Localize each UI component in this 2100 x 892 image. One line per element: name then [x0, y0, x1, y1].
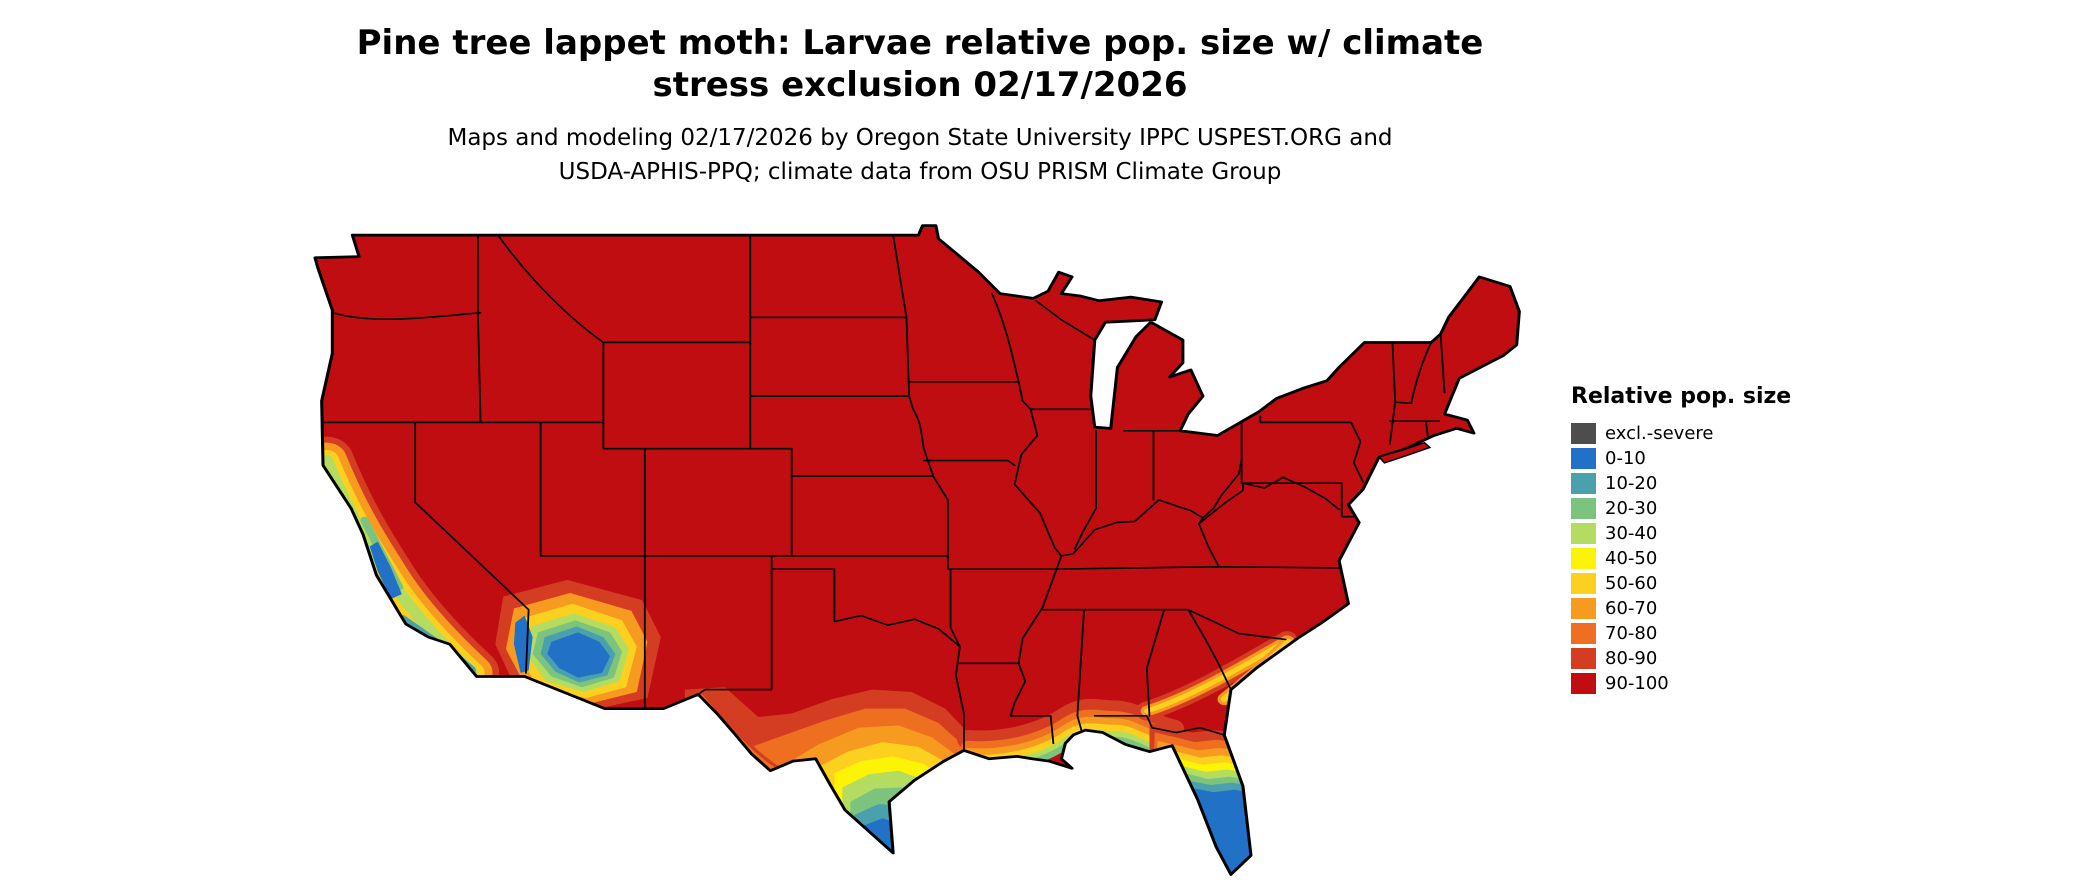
- legend-label: 40-50: [1605, 548, 1658, 569]
- long-island: [1377, 441, 1432, 464]
- legend-row: 30-40: [1571, 521, 1831, 546]
- legend-swatch-50-60: [1571, 573, 1596, 594]
- legend-swatch-20-30: [1571, 498, 1596, 519]
- title-line-1: Pine tree lappet moth: Larvae relative p…: [356, 23, 1484, 63]
- title-block: Pine tree lappet moth: Larvae relative p…: [0, 22, 1840, 189]
- legend-label: 90-100: [1605, 673, 1669, 694]
- legend-swatch-0-10: [1571, 448, 1596, 469]
- legend-row: 70-80: [1571, 621, 1831, 646]
- page-title: Pine tree lappet moth: Larvae relative p…: [0, 22, 1840, 106]
- legend-swatch-60-70: [1571, 598, 1596, 619]
- us-map: [311, 222, 1526, 890]
- legend-row: 90-100: [1571, 671, 1831, 696]
- legend-row: 0-10: [1571, 446, 1831, 471]
- legend-label: 80-90: [1605, 648, 1658, 669]
- legend-label: 30-40: [1605, 523, 1658, 544]
- legend-row: 20-30: [1571, 496, 1831, 521]
- subtitle-line-1: Maps and modeling 02/17/2026 by Oregon S…: [447, 125, 1393, 152]
- legend-row: 10-20: [1571, 471, 1831, 496]
- legend-label: excl.-severe: [1605, 423, 1714, 444]
- state-borders: [323, 234, 1446, 752]
- legend: Relative pop. size excl.-severe 0-10 10-…: [1571, 384, 1831, 696]
- legend-swatch-40-50: [1571, 548, 1596, 569]
- us-map-svg: [313, 224, 1521, 877]
- legend-swatch-30-40: [1571, 523, 1596, 544]
- title-line-2: stress exclusion 02/17/2026: [652, 65, 1188, 106]
- legend-label: 70-80: [1605, 623, 1658, 644]
- legend-row: 40-50: [1571, 546, 1831, 571]
- legend-row: 60-70: [1571, 596, 1831, 621]
- legend-label: 20-30: [1605, 498, 1658, 519]
- legend-label: 10-20: [1605, 473, 1658, 494]
- legend-row: excl.-severe: [1571, 421, 1831, 446]
- legend-title: Relative pop. size: [1571, 384, 1792, 409]
- legend-label: 50-60: [1605, 573, 1658, 594]
- legend-swatch-excl-severe: [1571, 423, 1596, 444]
- legend-swatch-90-100: [1571, 673, 1596, 694]
- legend-swatch-70-80: [1571, 623, 1596, 644]
- legend-label: 0-10: [1605, 448, 1646, 469]
- legend-row: 80-90: [1571, 646, 1831, 671]
- legend-label: 60-70: [1605, 598, 1658, 619]
- legend-swatch-80-90: [1571, 648, 1596, 669]
- page-subtitle: Maps and modeling 02/17/2026 by Oregon S…: [0, 122, 1840, 189]
- subtitle-line-2: USDA-APHIS-PPQ; climate data from OSU PR…: [558, 158, 1282, 185]
- legend-swatch-10-20: [1571, 473, 1596, 494]
- legend-row: 50-60: [1571, 571, 1831, 596]
